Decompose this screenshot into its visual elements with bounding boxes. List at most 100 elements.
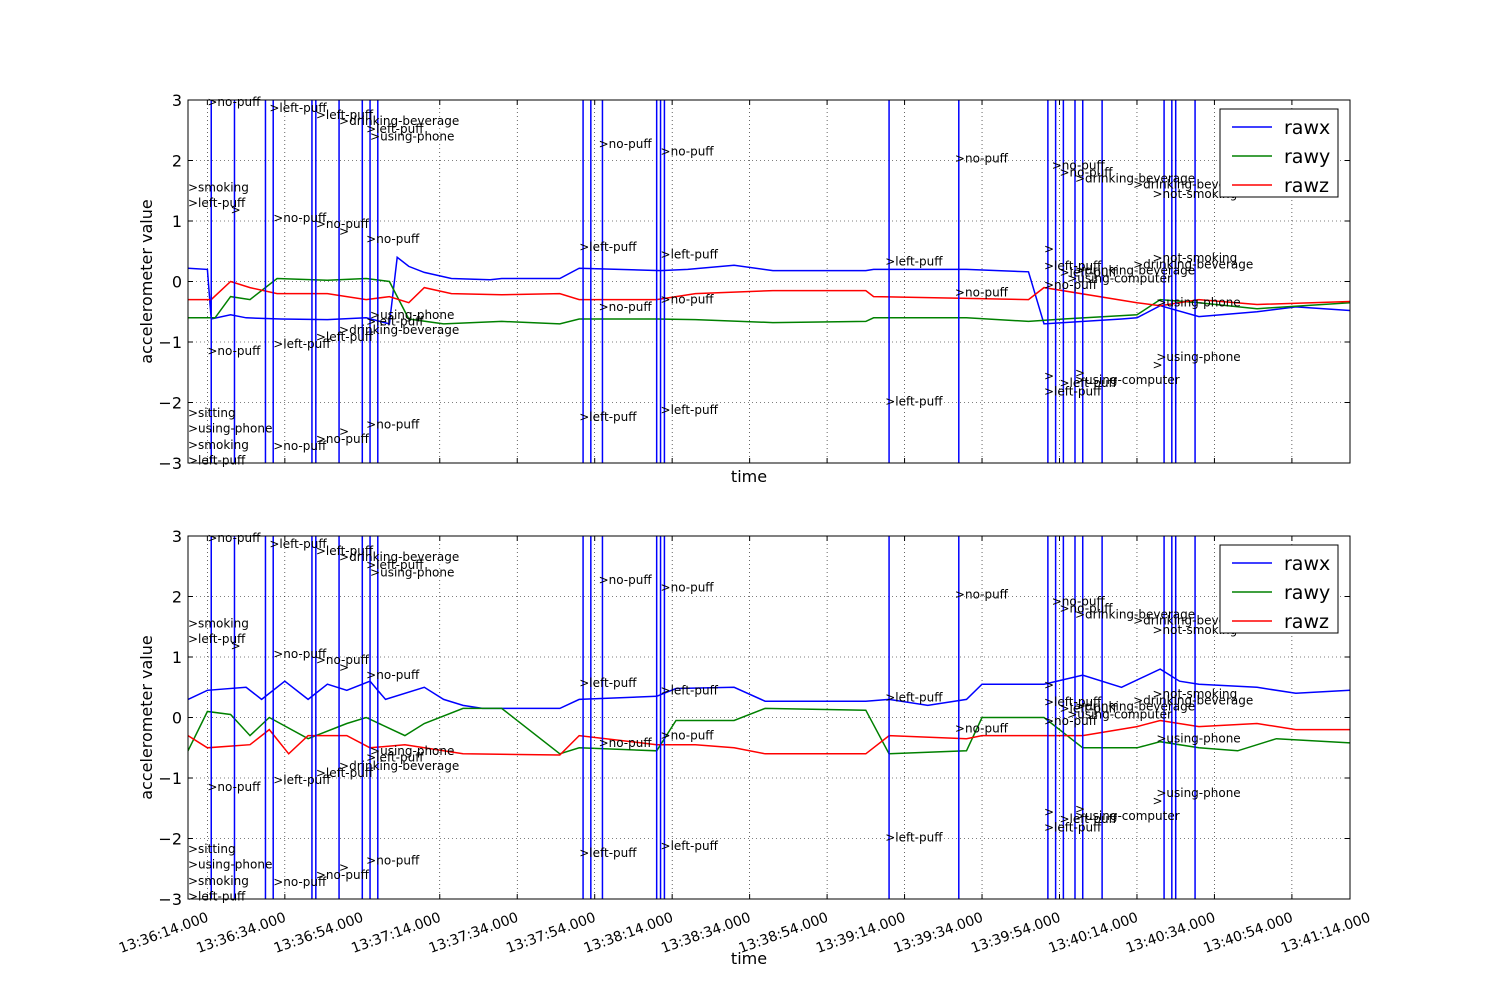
legend: rawx rawy rawz (1219, 544, 1339, 634)
event-annotation: >no-puff (316, 868, 370, 882)
series-line-rawx (188, 668, 1350, 710)
event-annotation: >no-puff (207, 531, 261, 545)
y-tick-label: −3 (158, 454, 182, 473)
event-annotation: >left-puff (885, 255, 943, 269)
legend-label-rawy: rawy (1284, 582, 1330, 604)
event-annotation: >no-puff (1060, 166, 1114, 180)
event-annotation: >no-puff (955, 285, 1009, 299)
event-annotation: >no-puff (1044, 714, 1098, 728)
event-annotation: >no-puff (273, 875, 327, 889)
event-annotation: >left-puff (269, 537, 327, 551)
event-annotation: >no-puff (316, 432, 370, 446)
event-annotation: >not-smoking (1152, 623, 1237, 637)
event-annotation: > (339, 660, 349, 674)
event-annotation: >no-puff (599, 573, 653, 587)
event-annotation: >no-puff (955, 152, 1009, 166)
legend-label-rawx: rawx (1284, 553, 1330, 575)
event-annotation: >left-puff (661, 403, 719, 417)
event-annotation: >using-phone (1156, 732, 1240, 746)
event-annotation: >left-puff (885, 830, 943, 844)
y-tick-label: −2 (158, 394, 182, 413)
event-annotation: >using-computer (1075, 809, 1180, 823)
series-group (188, 100, 1350, 463)
y-tick-label: 2 (172, 152, 182, 171)
event-annotation: > (1044, 805, 1054, 819)
series-group (188, 536, 1350, 899)
event-annotation: >drinking-beverage (339, 114, 459, 128)
y-tick-label: −3 (158, 890, 182, 909)
event-annotation: > (1044, 369, 1054, 383)
event-annotation: >left-puff (1044, 695, 1102, 709)
event-annotation: >no-puff (273, 211, 327, 225)
event-annotation: >left-puff (1060, 701, 1118, 715)
event-annotation: >left-puff (316, 108, 374, 122)
event-annotation: >drinking-beverage (1075, 700, 1195, 714)
y-tick-label: 1 (172, 648, 182, 667)
event-annotation: >no-puff (661, 729, 715, 743)
event-annotation: > (339, 861, 349, 875)
event-annotation: >left-puff (885, 394, 943, 408)
event-annotation: >no-puff (661, 293, 715, 307)
event-annotation: >left-puff (366, 314, 424, 328)
event-annotation: >not-smoking (1152, 687, 1237, 701)
bottom-chart: 13:36:14.00013:36:34.00013:36:54.00013:3… (117, 527, 1373, 968)
y-axis-label: accelerometer value (137, 635, 156, 799)
event-annotation: > (339, 425, 349, 439)
event-annotation: >left-puff (188, 890, 246, 904)
event-annotation: >drinking-beverage (1075, 172, 1195, 186)
y-tick-label: −1 (158, 333, 182, 352)
event-annotation: >no-puff (1044, 278, 1098, 292)
legend: rawx rawy rawz (1219, 108, 1339, 198)
event-annotation: >left-puff (579, 240, 637, 254)
event-annotation: >no-puff (1052, 158, 1106, 172)
legend-label-rawx: rawx (1284, 117, 1330, 139)
y-tick-label: 0 (172, 273, 182, 292)
event-annotation: >left-puff (316, 544, 374, 558)
series-line-rawx (188, 255, 1350, 325)
event-annotation: >using-computer (1067, 707, 1172, 721)
event-annotation: >no-puff (599, 736, 653, 750)
event-annotation: >using-computer (1067, 271, 1172, 285)
event-annotation: >drinking-beverage (339, 759, 459, 773)
event-annotation: >drinking-beverage (339, 323, 459, 337)
event-annotation: >sitting (188, 406, 236, 420)
y-tick-label: 3 (172, 527, 182, 546)
event-annotation: >no-puff (273, 647, 327, 661)
event-annotation: > (1152, 358, 1162, 372)
event-annotation: >left-puff (316, 330, 374, 344)
event-annotation: >left-puff (269, 101, 327, 115)
event-annotation: >drinking-beverage (1133, 694, 1253, 708)
event-annotation: >drinking-beverage (339, 550, 459, 564)
event-annotation: >left-puff (661, 683, 719, 697)
event-annotation: >left-puff (661, 839, 719, 853)
top-chart: −3−2−10123>smoking>left-puff>sitting>usi… (137, 91, 1351, 486)
event-annotation: >left-puff (1044, 385, 1102, 399)
event-annotation: > (1075, 802, 1085, 816)
event-annotation: >no-puff (1060, 602, 1114, 616)
legend-label-rawz: rawz (1284, 175, 1329, 197)
event-annotation: >no-puff (955, 721, 1009, 735)
event-annotation: >no-puff (366, 853, 420, 867)
event-annotation: > (339, 224, 349, 238)
event-annotation: >smoking (188, 874, 249, 888)
event-annotation: >left-puff (188, 196, 246, 210)
event-annotation: >no-puff (366, 232, 420, 246)
y-tick-label: 1 (172, 212, 182, 231)
event-annotation: > (231, 203, 241, 217)
event-annotation: >no-puff (366, 668, 420, 682)
event-annotation: >left-puff (1044, 821, 1102, 835)
event-annotation: >drinking-beverage (1133, 258, 1253, 272)
axes-frame (187, 99, 1351, 464)
y-tick-label: 3 (172, 91, 182, 110)
event-annotation: >using-phone (370, 744, 454, 758)
event-annotation: >not-smoking (1152, 187, 1237, 201)
axes-frame (187, 535, 1351, 900)
event-annotation: >using-phone (1156, 786, 1240, 800)
event-annotation: >no-puff (207, 344, 261, 358)
event-annotation: > (1044, 678, 1054, 692)
event-annotation: >left-puff (579, 676, 637, 690)
series-line-rawz (188, 719, 1350, 756)
event-annotation: >left-puff (1044, 259, 1102, 273)
legend-label-rawy: rawy (1284, 146, 1330, 168)
event-annotation: >no-puff (661, 144, 715, 158)
